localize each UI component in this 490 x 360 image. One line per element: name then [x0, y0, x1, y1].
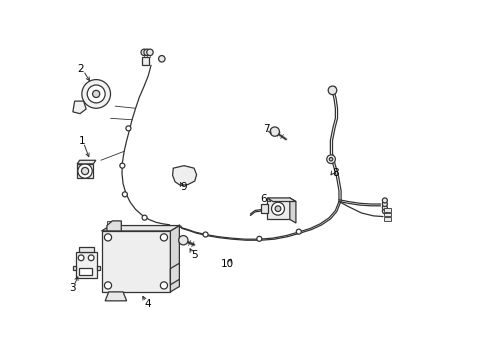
- Bar: [384, 208, 391, 212]
- Circle shape: [382, 205, 388, 210]
- Circle shape: [82, 80, 111, 108]
- Bar: [107, 221, 122, 231]
- Circle shape: [296, 229, 301, 234]
- Circle shape: [120, 163, 125, 168]
- Circle shape: [78, 255, 84, 261]
- Circle shape: [270, 127, 279, 136]
- Circle shape: [329, 157, 333, 161]
- Text: 10: 10: [220, 259, 234, 269]
- Circle shape: [81, 167, 89, 175]
- Circle shape: [382, 198, 388, 203]
- Polygon shape: [73, 101, 86, 114]
- Bar: [76, 252, 97, 278]
- Bar: [73, 266, 76, 270]
- Polygon shape: [290, 198, 296, 223]
- Circle shape: [122, 192, 127, 197]
- Polygon shape: [105, 292, 126, 301]
- Text: 3: 3: [69, 283, 75, 293]
- Bar: [384, 213, 391, 216]
- Polygon shape: [171, 226, 179, 292]
- Circle shape: [144, 49, 150, 55]
- Circle shape: [382, 202, 388, 207]
- Circle shape: [104, 234, 112, 241]
- Circle shape: [327, 155, 335, 163]
- Text: 6: 6: [261, 194, 268, 204]
- Circle shape: [159, 55, 165, 62]
- Text: 1: 1: [78, 136, 85, 145]
- Polygon shape: [77, 164, 93, 178]
- Text: 7: 7: [263, 124, 270, 134]
- Circle shape: [126, 126, 131, 131]
- Text: 2: 2: [77, 64, 84, 74]
- Circle shape: [160, 282, 168, 289]
- Bar: [261, 204, 268, 213]
- Circle shape: [93, 90, 100, 98]
- Circle shape: [160, 234, 168, 241]
- Text: 5: 5: [192, 250, 198, 260]
- Polygon shape: [101, 226, 179, 231]
- Circle shape: [88, 255, 94, 261]
- Circle shape: [382, 209, 388, 214]
- Text: 9: 9: [181, 182, 187, 192]
- Circle shape: [87, 85, 105, 103]
- Circle shape: [203, 232, 208, 237]
- Bar: [78, 247, 94, 252]
- Text: 8: 8: [332, 168, 339, 178]
- Circle shape: [142, 215, 147, 220]
- Polygon shape: [77, 160, 96, 164]
- Bar: [101, 231, 171, 292]
- Circle shape: [147, 49, 153, 55]
- Circle shape: [104, 282, 112, 289]
- Text: 4: 4: [145, 299, 151, 309]
- Circle shape: [78, 164, 92, 178]
- Bar: [79, 268, 92, 275]
- Polygon shape: [171, 263, 179, 285]
- Bar: [97, 266, 100, 270]
- Polygon shape: [267, 198, 296, 202]
- Polygon shape: [172, 166, 196, 185]
- Bar: [384, 217, 391, 221]
- Circle shape: [141, 49, 147, 55]
- Circle shape: [328, 86, 337, 95]
- Bar: [142, 57, 149, 65]
- Circle shape: [271, 202, 285, 215]
- Circle shape: [257, 236, 262, 241]
- Circle shape: [275, 206, 281, 212]
- Circle shape: [179, 235, 188, 245]
- Polygon shape: [267, 198, 290, 220]
- Polygon shape: [107, 221, 122, 231]
